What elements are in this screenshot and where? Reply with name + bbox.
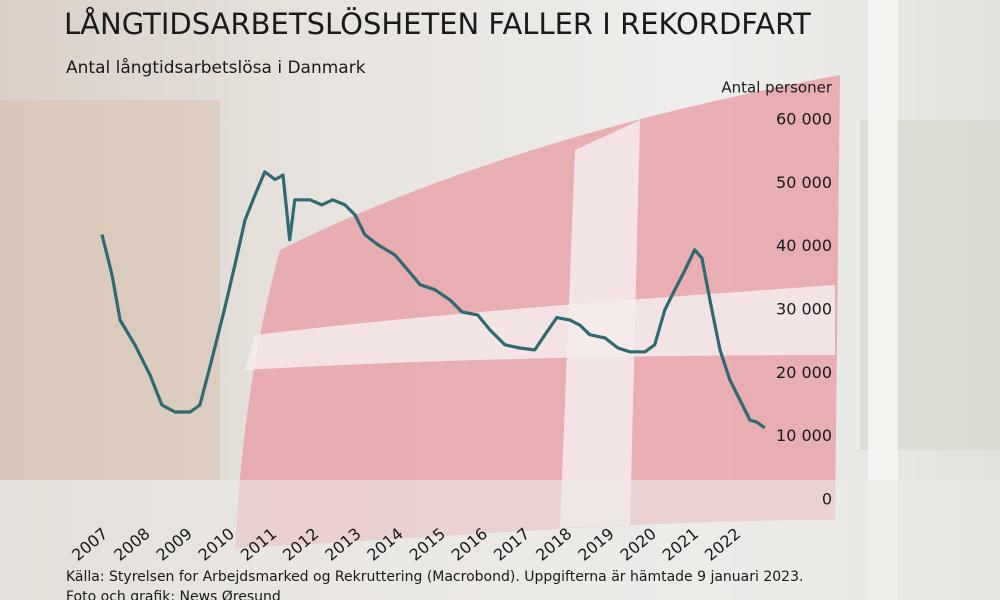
source-note: Källa: Styrelsen for Arbejdsmarked og Re… (66, 569, 803, 585)
y-tick-label: 60 000 (776, 110, 832, 129)
chart-subtitle: Antal långtidsarbetslösa i Danmark (66, 57, 366, 78)
data-line (100, 170, 766, 430)
y-tick-label: 50 000 (776, 173, 832, 192)
chart-title: LÅNGTIDSARBETSLÖSHETEN FALLER I REKORDFA… (64, 7, 811, 41)
y-axis-label: Antal personer (721, 79, 832, 97)
y-tick-label: 10 000 (776, 426, 832, 445)
credit-note: Foto och grafik: News Øresund (66, 589, 281, 600)
y-tick-label: 30 000 (776, 300, 832, 319)
y-tick-label: 20 000 (776, 363, 832, 382)
y-tick-label: 0 (822, 490, 832, 509)
y-tick-label: 40 000 (776, 236, 832, 255)
